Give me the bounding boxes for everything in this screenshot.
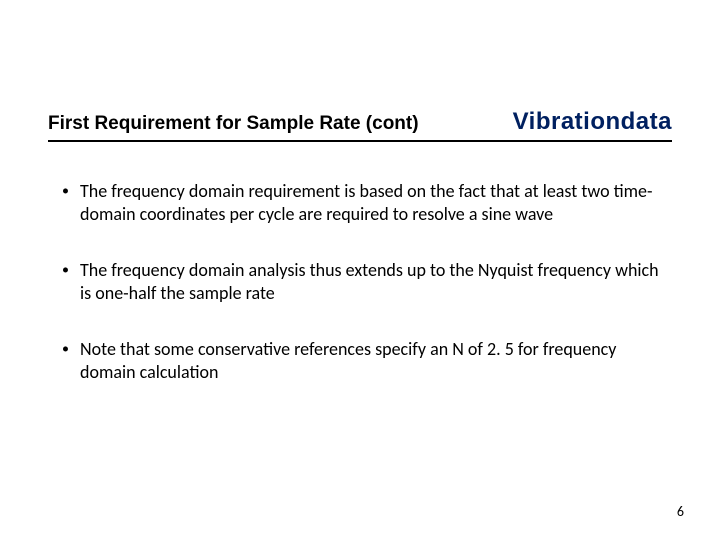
page-number: 6: [677, 503, 684, 520]
slide-title: First Requirement for Sample Rate (cont): [48, 113, 419, 135]
list-item: Note that some conservative references s…: [60, 338, 660, 383]
brand-text: Vibrationdata: [513, 108, 672, 136]
list-item: The frequency domain analysis thus exten…: [60, 259, 660, 304]
slide: First Requirement for Sample Rate (cont)…: [0, 0, 720, 540]
header-row: First Requirement for Sample Rate (cont)…: [48, 108, 672, 136]
bullet-list: The frequency domain requirement is base…: [60, 180, 660, 417]
horizontal-rule: [48, 140, 672, 142]
list-item: The frequency domain requirement is base…: [60, 180, 660, 225]
